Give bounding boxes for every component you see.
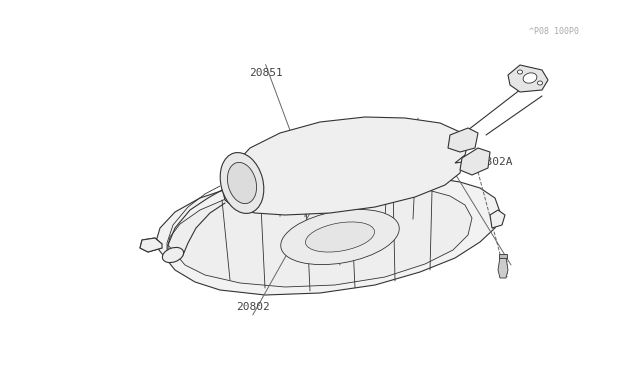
Ellipse shape — [227, 163, 257, 203]
Text: 20851: 20851 — [249, 68, 282, 77]
Ellipse shape — [281, 209, 399, 264]
Ellipse shape — [220, 153, 264, 214]
Polygon shape — [490, 210, 505, 228]
Ellipse shape — [163, 247, 184, 263]
Polygon shape — [508, 65, 548, 92]
Polygon shape — [460, 148, 490, 175]
Polygon shape — [168, 184, 472, 287]
Ellipse shape — [305, 222, 374, 252]
Ellipse shape — [518, 70, 522, 74]
Ellipse shape — [538, 81, 543, 85]
Polygon shape — [498, 257, 508, 278]
Polygon shape — [155, 173, 500, 295]
Polygon shape — [499, 254, 507, 258]
Text: 20802A: 20802A — [472, 157, 513, 167]
Text: 20802: 20802 — [236, 302, 269, 312]
Polygon shape — [222, 117, 468, 215]
Polygon shape — [140, 238, 162, 252]
Polygon shape — [448, 128, 478, 152]
Text: ^P08 100P0: ^P08 100P0 — [529, 27, 579, 36]
Ellipse shape — [523, 73, 537, 83]
